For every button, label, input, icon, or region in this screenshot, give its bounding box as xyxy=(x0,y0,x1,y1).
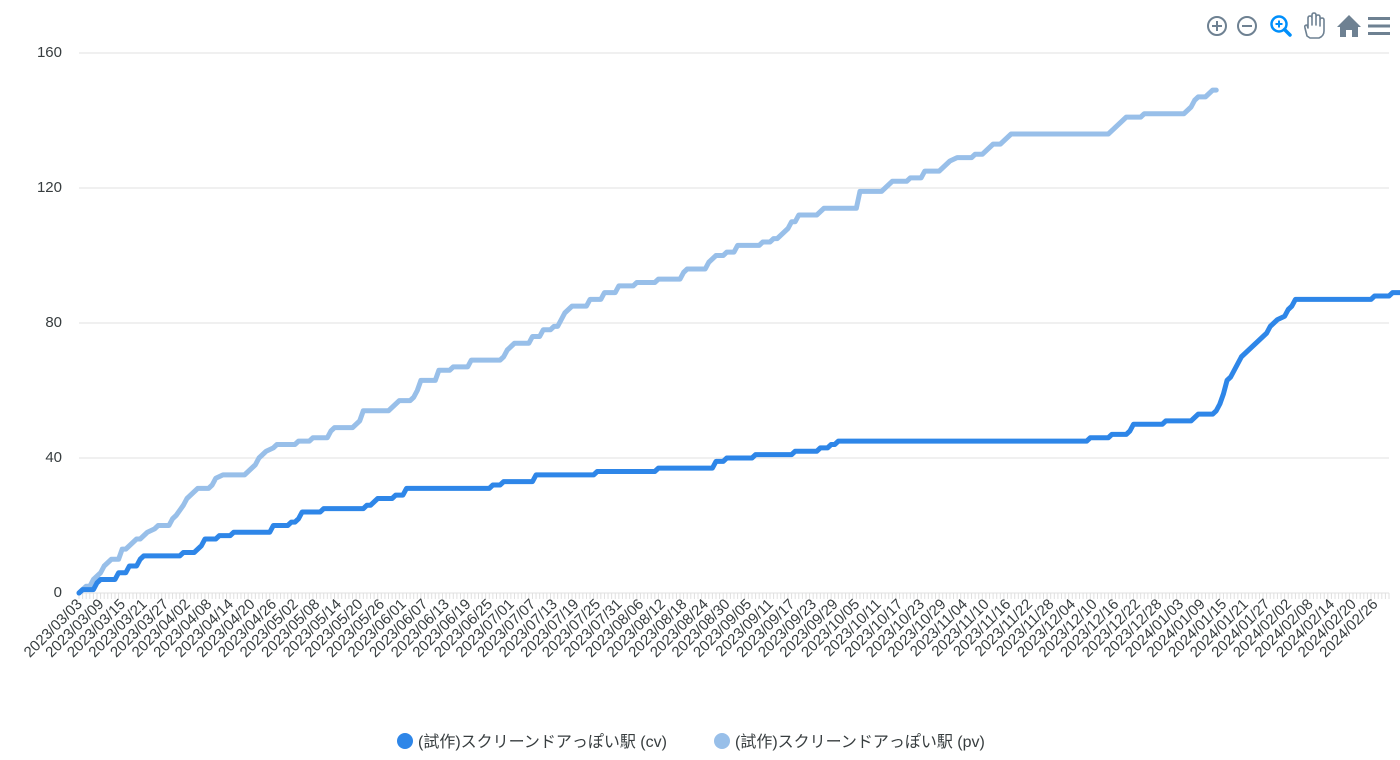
y-tick-label: 0 xyxy=(54,584,62,601)
selection-zoom-icon[interactable] xyxy=(1270,15,1292,37)
grid-lines xyxy=(79,52,1389,459)
pan-hand-icon[interactable] xyxy=(1303,12,1325,39)
legend-label-cv: (試作)スクリーンドアっぽい駅 (cv) xyxy=(418,733,667,751)
legend-item-pv[interactable]: (試作)スクリーンドアっぽい駅 (pv) xyxy=(714,733,985,751)
legend: (試作)スクリーンドアっぽい駅 (cv) (試作)スクリーンドアっぽい駅 (pv… xyxy=(397,733,985,751)
y-tick-label: 40 xyxy=(45,449,62,466)
legend-marker-pv xyxy=(714,733,730,749)
y-axis: 0 40 80 120 160 xyxy=(37,44,62,601)
menu-icon[interactable] xyxy=(1368,17,1390,35)
legend-item-cv[interactable]: (試作)スクリーンドアっぽい駅 (cv) xyxy=(397,733,667,751)
series-line-0 xyxy=(76,290,1400,596)
zoom-out-icon[interactable] xyxy=(1237,16,1257,36)
legend-label-pv: (試作)スクリーンドアっぽい駅 (pv) xyxy=(735,733,985,751)
series-lines xyxy=(76,87,1400,596)
series-line-1 xyxy=(76,87,1219,596)
legend-marker-cv xyxy=(397,733,413,749)
reset-home-icon[interactable] xyxy=(1337,15,1361,37)
y-tick-label: 80 xyxy=(45,314,62,331)
x-axis: 2023/03/032023/03/092023/03/152023/03/21… xyxy=(21,592,1390,661)
chart-toolbar xyxy=(1207,12,1390,39)
zoom-in-icon[interactable] xyxy=(1207,16,1227,36)
y-tick-label: 120 xyxy=(37,179,62,196)
y-tick-label: 160 xyxy=(37,44,62,61)
